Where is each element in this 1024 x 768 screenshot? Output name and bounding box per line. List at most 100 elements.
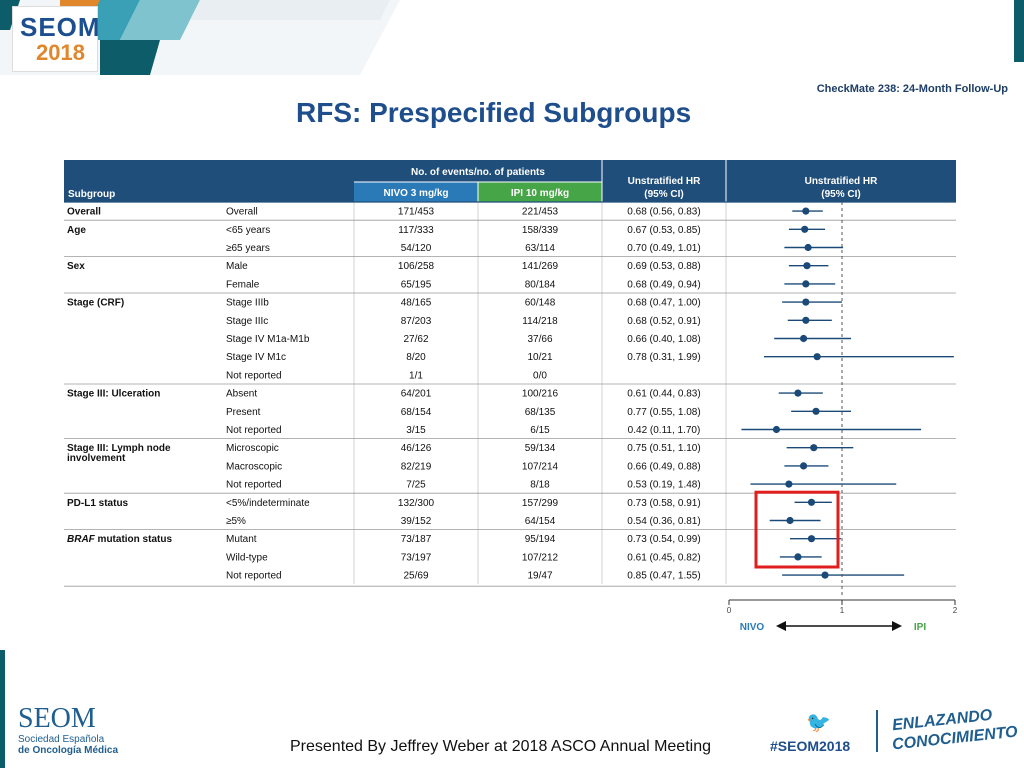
nivo-value: 64/201 [401,389,432,400]
subgroup-name: Age [67,225,86,236]
hr-point [799,334,808,343]
hr-text: 0.78 (0.31, 1.99) [627,352,700,363]
row-label: <5%/indeterminate [226,498,310,509]
row-label: Wild-type [226,552,268,563]
nivo-value: 1/1 [409,370,423,381]
ipi-value: 8/18 [530,480,550,491]
nivo-value: 106/258 [398,261,435,272]
seom-2018-logo [12,6,98,72]
hr-point [804,243,812,252]
hr-text: 0.54 (0.36, 0.81) [627,516,700,527]
nivo-value: 48/165 [401,298,432,309]
nivo-value: 8/20 [406,352,426,363]
subgroup-name: Stage III: Ulceration [67,389,160,400]
ipi-value: 158/339 [522,225,559,236]
header-bg-group [354,160,602,182]
nivo-value: 54/120 [401,243,432,254]
ipi-value: 68/135 [525,407,556,418]
col-hr-text: Unstratified HR (95% CI) [628,176,702,200]
subgroup-name: Sex [67,261,85,272]
hr-text: 0.66 (0.49, 0.88) [627,461,700,472]
hr-text: 0.69 (0.53, 0.88) [627,261,700,272]
hr-text: 0.77 (0.55, 1.08) [627,407,700,418]
row-label: Stage IV M1c [226,352,286,363]
highlight-box [754,490,840,569]
hr-text: 0.73 (0.54, 0.99) [627,534,700,545]
ipi-value: 37/66 [527,334,552,345]
ipi-value: 157/299 [522,498,559,509]
nivo-value: 25/69 [403,571,428,582]
subgroup-name: Stage III: Lymph node [67,443,171,454]
ipi-value: 95/194 [525,534,556,545]
nivo-favours-label: NIVO [740,622,765,633]
hr-point [813,353,821,361]
hr-text: 0.68 (0.47, 1.00) [627,298,700,309]
subgroup-name: Stage (CRF) [67,298,124,309]
hr-point [821,571,829,579]
logo-seom-text: SEOM [20,12,101,42]
row-label: Mutant [226,534,257,545]
nivo-value: 3/15 [406,425,426,436]
ipi-value: 100/216 [522,389,559,400]
x-tick-label: 0 [727,606,732,615]
header-decoration [0,0,400,75]
ipi-favours-label: IPI [914,622,926,633]
ipi-value: 6/15 [530,425,550,436]
nivo-value: 82/219 [401,461,432,472]
ipi-value: 10/21 [527,352,552,363]
ipi-value: 0/0 [533,370,547,381]
logo-year-text: 2018 [36,40,85,65]
nivo-value: 68/154 [401,407,432,418]
row-label: Overall [226,207,258,218]
header-bg-nivo [354,182,478,202]
col-hr-plot: Unstratified HR (95% CI) [805,176,879,200]
row-label: Stage IV M1a-M1b [226,334,310,345]
hr-point [802,298,810,306]
hr-text: 0.66 (0.40, 1.08) [627,334,700,345]
row-label: Absent [226,389,257,400]
presenter-credit: Presented By Jeffrey Weber at 2018 ASCO … [290,738,711,755]
nivo-value: 87/203 [401,316,432,327]
nivo-value: 171/453 [398,207,435,218]
hr-text: 0.61 (0.45, 0.82) [627,552,700,563]
nivo-value: 27/62 [403,334,428,345]
hr-point [812,407,820,415]
hr-point [786,516,794,525]
col-nivo: NIVO 3 mg/kg [383,188,448,199]
seom-footer-sub1: Sociedad Española [18,734,105,745]
subgroup-name: Overall [67,207,101,218]
forest-plot-table: Subgroup No. of events/no. of patients N… [64,160,958,633]
hr-point [794,553,802,561]
header-bg-hrtext [602,160,726,202]
nivo-value: 46/126 [401,443,432,454]
nivo-value: 65/195 [401,279,432,290]
row-label: Female [226,279,260,290]
x-tick-label: 2 [953,606,958,615]
hr-point [802,280,810,288]
ipi-value: 59/134 [525,443,556,454]
seom-footer-sub2: de Oncología Médica [18,745,119,756]
nivo-value: 73/197 [401,552,432,563]
row-label: ≥65 years [226,243,270,254]
hr-point [785,480,793,488]
x-tick-label: 1 [840,606,845,615]
row-label: Not reported [226,370,282,381]
hr-point [802,207,810,215]
row-label: ≥5% [226,516,246,527]
nivo-value: 39/152 [401,516,432,527]
hr-point [810,444,818,452]
subgroup-name: BRAF mutation status [67,534,172,545]
ipi-value: 221/453 [522,207,559,218]
hr-text: 0.85 (0.47, 1.55) [627,571,700,582]
ipi-value: 60/148 [525,298,556,309]
hr-text: 0.73 (0.58, 0.91) [627,498,700,509]
header-bg-left [64,160,354,202]
hr-point [794,389,802,397]
nivo-value: 117/333 [398,225,434,236]
hr-text: 0.75 (0.51, 1.10) [627,443,700,454]
row-label: <65 years [226,225,270,236]
header-bg-hrplot [726,160,956,202]
ipi-value: 64/154 [525,516,556,527]
hr-point [803,262,811,270]
hr-text: 0.68 (0.49, 0.94) [627,279,700,290]
